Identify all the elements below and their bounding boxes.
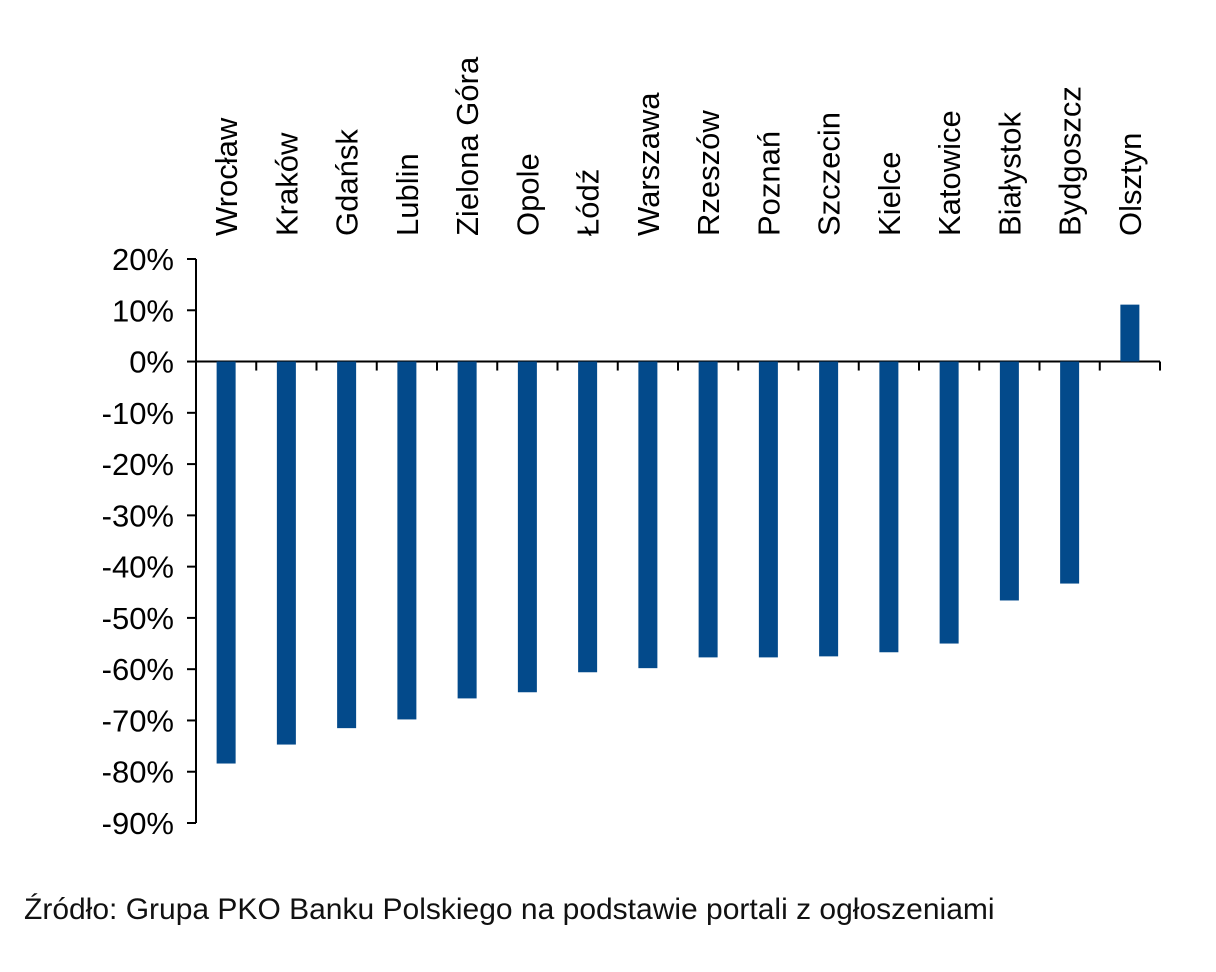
bar-białystok [999, 361, 1019, 601]
bar-olsztyn [1120, 304, 1140, 362]
x-tick-label: Katowice [932, 110, 967, 236]
x-tick-label: Lublin [390, 153, 425, 236]
x-tick-label: Rzeszów [691, 110, 726, 236]
x-tick-label: Bydgoszcz [1053, 86, 1088, 236]
y-tick-label: -90% [102, 806, 174, 841]
bar-wrocław [216, 361, 236, 764]
y-tick-label: -40% [102, 550, 174, 585]
bar-bydgoszcz [1060, 361, 1080, 584]
bar-opole [517, 361, 537, 693]
x-tick-label: Kraków [269, 132, 304, 236]
y-tick-label: -50% [102, 601, 174, 636]
x-tick-label: Wrocław [209, 117, 244, 236]
bar-łódź [578, 361, 598, 673]
x-tick-label: Gdańsk [330, 129, 365, 236]
y-tick-label: 10% [112, 293, 174, 328]
bar-poznań [758, 361, 778, 658]
y-tick-label: 0% [129, 345, 174, 380]
x-tick-label: Zielona Góra [450, 56, 485, 236]
x-tick-label: Białystok [992, 111, 1027, 236]
y-tick-label: -10% [102, 396, 174, 431]
y-tick-label: -60% [102, 652, 174, 687]
x-tick-label: Warszawa [631, 92, 666, 236]
x-tick-label: Poznań [751, 131, 786, 236]
y-tick-label: -20% [102, 447, 174, 482]
bar-rzeszów [698, 361, 718, 658]
y-tick-label: -80% [102, 755, 174, 790]
source-rest: na podstawie portali z ogłoszeniami [512, 893, 995, 926]
bar-zielona-góra [457, 361, 477, 699]
y-tick-label: -30% [102, 498, 174, 533]
bar-warszawa [638, 361, 658, 669]
bar-gdańsk [337, 361, 357, 729]
bar-kraków [276, 361, 296, 745]
bar-lublin [397, 361, 417, 720]
bar-chart: 20% 10% 0% -10% -20% -30% -40% -50% -60% -70% -80%… [102, 56, 1161, 841]
x-tick-label: Szczecin [812, 112, 847, 236]
y-tick-label: 20% [112, 242, 174, 277]
x-tick-label: Łódź [571, 169, 606, 236]
x-tick-label: Olsztyn [1113, 133, 1148, 236]
source-label: Źródło: Grupa PKO Banku Polskiego [24, 893, 513, 926]
bar-kielce [879, 361, 899, 653]
bar-katowice [939, 361, 959, 644]
x-tick-label: Kielce [872, 152, 907, 236]
y-tick-label: -70% [102, 703, 174, 738]
bar-szczecin [819, 361, 839, 657]
x-tick-label: Opole [510, 153, 545, 236]
source-note: Źródło: Grupa PKO Banku Polskiego na pod… [24, 893, 995, 927]
